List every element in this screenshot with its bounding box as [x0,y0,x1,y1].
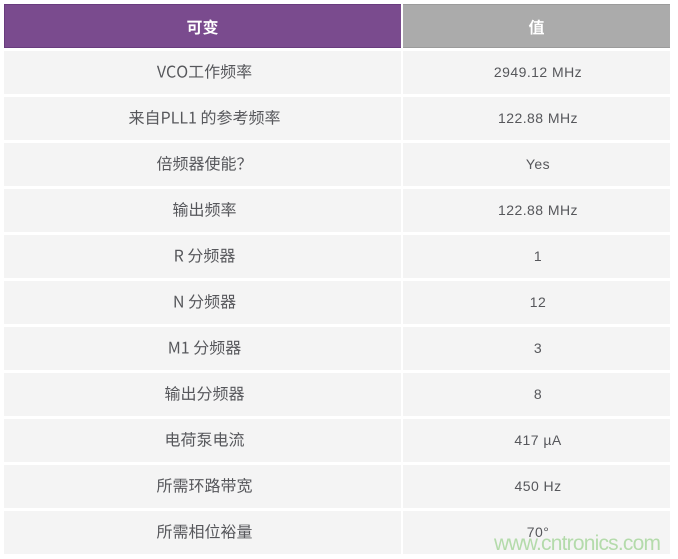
svg-text:Yes: Yes [526,156,550,172]
svg-text:70°: 70° [527,524,550,540]
svg-text:122.88 MHz: 122.88 MHz [498,202,578,218]
svg-text:122.88 MHz: 122.88 MHz [498,110,578,126]
svg-text:2949.12 MHz: 2949.12 MHz [494,64,582,80]
svg-text:450 Hz: 450 Hz [514,478,561,494]
svg-text:8: 8 [534,386,542,402]
svg-text:12: 12 [530,294,546,310]
svg-text:417 µA: 417 µA [514,432,562,448]
svg-text:3: 3 [534,340,542,356]
svg-text:1: 1 [534,248,542,264]
svg-text:www.cntronics.com: www.cntronics.com [493,532,661,555]
